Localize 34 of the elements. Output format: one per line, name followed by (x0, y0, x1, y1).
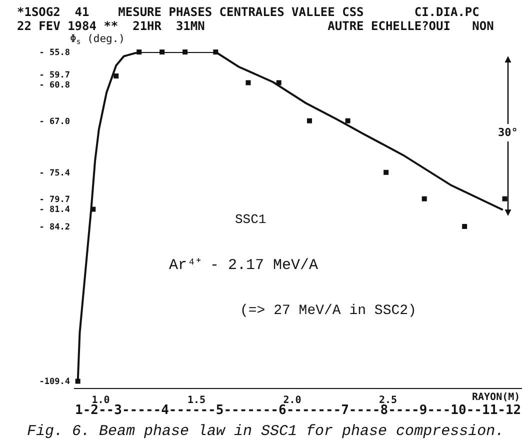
y-tick-label: - 75.4 (39, 168, 70, 178)
point (502, 196, 508, 202)
point (422, 196, 427, 202)
point (306, 118, 312, 124)
y-tick-label: - 55.8 (39, 48, 70, 58)
chart-title: *1SOG2 41 MESURE PHASES CENTRALES VALLEE CSS CI.DIA.PC (17, 5, 480, 19)
text: 1-2--3-----4------5-------6-------7----8----9---10--11-12 (75, 403, 522, 418)
point (276, 80, 282, 86)
y-tick-label: - 67.0 (39, 116, 70, 127)
point (213, 50, 218, 54)
y-tick-label: - 84.2 (39, 222, 70, 232)
caption: Fig. 6. Beam phase law in SSC1 for phase compression. (27, 423, 504, 440)
point (114, 73, 119, 78)
point (462, 224, 468, 229)
point (75, 378, 80, 384)
point (345, 118, 350, 124)
y-tick-label: - 59.7 (39, 70, 70, 80)
chart-subtitle: 22 FEV 1984 ** 21HR 31MN AUTRE ECHELLE?OUI NON (17, 19, 494, 33)
annotation: (=> 27 MeV/A in SSC2) (240, 303, 416, 319)
y-tick-label: - 81.4 (39, 205, 70, 216)
y-tick-label: - 79.7 (39, 194, 70, 205)
point (182, 50, 188, 54)
point (136, 50, 142, 54)
y-axis-title: Φ$_{s}$ (deg.) (70, 33, 126, 46)
annotation: 30° (498, 126, 518, 139)
point (160, 50, 165, 54)
y-tick-label: - 60.8 (39, 80, 70, 90)
x-axis-title: RAYON(M) (472, 392, 520, 403)
point (384, 170, 389, 175)
y-tick-label: -109.4 (39, 377, 70, 388)
annotation: Ar⁴⁺ - 2.17 MeV/A (169, 257, 318, 274)
point (246, 80, 251, 86)
x-tick-label: 1.5 (188, 395, 206, 406)
annotation: SSC1 (235, 212, 266, 227)
